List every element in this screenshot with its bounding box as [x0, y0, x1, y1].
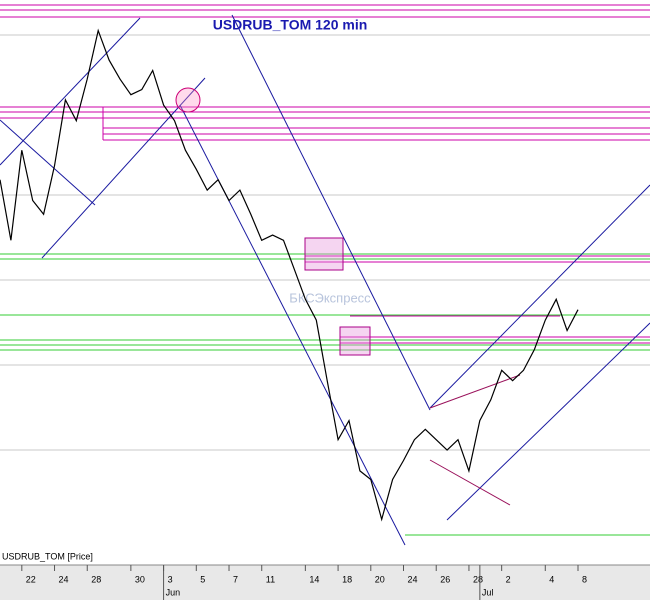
x-tick-label: 30: [135, 574, 145, 584]
grid: [0, 34, 650, 451]
x-tick-label: 24: [408, 574, 418, 584]
trend-line: [179, 104, 406, 546]
x-tick-label: 26: [440, 574, 450, 584]
highlight-box: [304, 237, 344, 271]
trend-line: [429, 184, 650, 409]
trend-line: [231, 14, 431, 411]
x-tick-label: 2: [506, 574, 511, 584]
x-tick-label: 7: [233, 574, 238, 584]
x-axis-band: [0, 565, 650, 600]
month-label: Jul: [482, 587, 494, 597]
watermark: БКСЭкспресс: [289, 290, 371, 305]
highlight-circle: [175, 87, 201, 113]
levels: [0, 4, 650, 536]
x-tick-label: 28: [91, 574, 101, 584]
price-line: [0, 28, 579, 522]
trend-line: [41, 77, 206, 259]
month-label: Jun: [166, 587, 181, 597]
x-tick-label: 22: [26, 574, 36, 584]
x-tick-label: 5: [200, 574, 205, 584]
trend-line: [429, 374, 521, 409]
x-tick-label: 20: [375, 574, 385, 584]
highlight-box: [339, 326, 371, 356]
x-tick-label: 24: [59, 574, 69, 584]
channels: [0, 14, 650, 546]
x-tick-label: 4: [549, 574, 554, 584]
x-tick-label: 8: [582, 574, 587, 584]
series-label: USDRUB_TOM [Price]: [2, 551, 93, 561]
x-tick-label: 11: [266, 574, 275, 584]
trend-line: [0, 119, 96, 206]
x-tick-label: 3: [168, 574, 173, 584]
chart-title: USDRUB_TOM 120 min: [213, 17, 368, 33]
x-tick-label: 28: [473, 574, 483, 584]
trend-line: [429, 459, 511, 506]
x-tick-label: 18: [342, 574, 352, 584]
trend-line: [446, 322, 650, 521]
x-tick-label: 14: [309, 574, 319, 584]
